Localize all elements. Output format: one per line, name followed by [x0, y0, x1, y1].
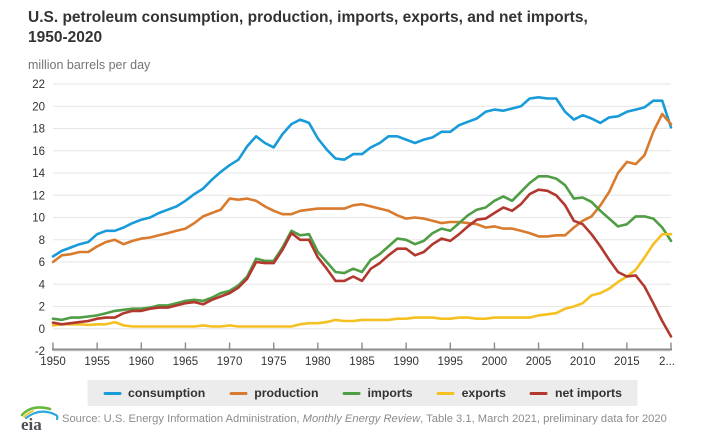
y-axis-label--2: -2: [35, 346, 45, 358]
net-imports-line-marker-icon: [529, 391, 548, 395]
legend-item-production[interactable]: production: [229, 386, 318, 400]
legend-item-net-imports[interactable]: net imports: [529, 386, 622, 400]
x-axis-label-1980: 1980: [305, 356, 331, 368]
chart-title-line2: 1950-2020: [28, 28, 103, 46]
x-axis-label-1965: 1965: [173, 356, 199, 368]
legend: consumption production imports exports n…: [87, 380, 638, 406]
series-line-consumption: [51, 96, 673, 258]
y-axis-label-14: 14: [32, 168, 45, 180]
series-line-net-imports: [51, 188, 673, 338]
legend-label-production: production: [254, 386, 319, 400]
series-line-production: [51, 112, 673, 264]
exports-line-marker-icon: [436, 391, 455, 395]
y-axis-label-0: 0: [39, 324, 45, 336]
eia-logo-blue-arc-icon: [24, 410, 59, 421]
series-line-imports: [51, 175, 673, 322]
x-axis-label-1960: 1960: [128, 356, 154, 368]
x-axis-label-2020: 2...: [659, 356, 675, 368]
legend-item-exports[interactable]: exports: [436, 386, 506, 400]
chart-title-line1: U.S. petroleum consumption, production, …: [28, 9, 588, 26]
y-axis-label-4: 4: [39, 279, 46, 291]
y-axis-label-16: 16: [32, 146, 45, 158]
y-axis-label-18: 18: [32, 124, 45, 136]
x-axis-label-1985: 1985: [349, 356, 375, 368]
x-axis-label-1995: 1995: [437, 356, 463, 368]
legend-item-imports[interactable]: imports: [342, 386, 413, 400]
chart-title: U.S. petroleum consumption, production, …: [28, 8, 688, 47]
x-axis-label-2015: 2015: [614, 356, 640, 368]
imports-line-marker-icon: [342, 391, 361, 395]
source-text-prefix: Source: U.S. Energy Information Administ…: [62, 413, 303, 425]
production-line-marker-icon: [229, 391, 248, 395]
x-axis-label-1970: 1970: [217, 356, 243, 368]
y-axis-label-20: 20: [32, 101, 45, 113]
legend-label-exports: exports: [461, 386, 506, 400]
x-axis-label-1975: 1975: [261, 356, 287, 368]
y-axis-label-6: 6: [39, 257, 45, 269]
legend-label-net-imports: net imports: [554, 386, 622, 400]
x-axis-label-1950: 1950: [40, 356, 66, 368]
footer: eia: [16, 402, 62, 436]
eia-logo-wordmark: eia: [21, 415, 42, 434]
series-line-exports: [51, 232, 673, 328]
y-axis-label-2: 2: [39, 302, 45, 314]
x-axis-label-2010: 2010: [570, 356, 596, 368]
source-text-suffix: , Table 3.1, March 2021, preliminary dat…: [420, 413, 667, 425]
y-axis-label-8: 8: [39, 235, 45, 247]
eia-logo-green-arc-icon: [20, 406, 52, 417]
y-axis-unit-label: million barrels per day: [28, 58, 151, 72]
x-axis-label-2000: 2000: [482, 356, 508, 368]
legend-item-consumption[interactable]: consumption: [103, 386, 205, 400]
y-axis-label-10: 10: [32, 213, 45, 225]
x-axis-label-2005: 2005: [526, 356, 552, 368]
source-text-publication: Monthly Energy Review: [302, 413, 421, 425]
petroleum-line-chart: -2 0 2 4 6 8 10 12 14 16 18 20 22 1950 1955 1960 1965 197…: [32, 79, 675, 368]
legend-label-imports: imports: [367, 386, 413, 400]
legend-label-consumption: consumption: [128, 386, 206, 400]
x-axis-label-1990: 1990: [393, 356, 419, 368]
source-note: Source: U.S. Energy Information Administ…: [62, 413, 667, 425]
y-axis-label-22: 22: [32, 79, 45, 91]
eia-logo-yellow-arc-icon: [23, 410, 34, 418]
x-axis-label-1955: 1955: [84, 356, 110, 368]
eia-logo[interactable]: eia: [16, 402, 62, 436]
consumption-line-marker-icon: [103, 391, 122, 395]
y-axis-label-12: 12: [32, 190, 45, 202]
